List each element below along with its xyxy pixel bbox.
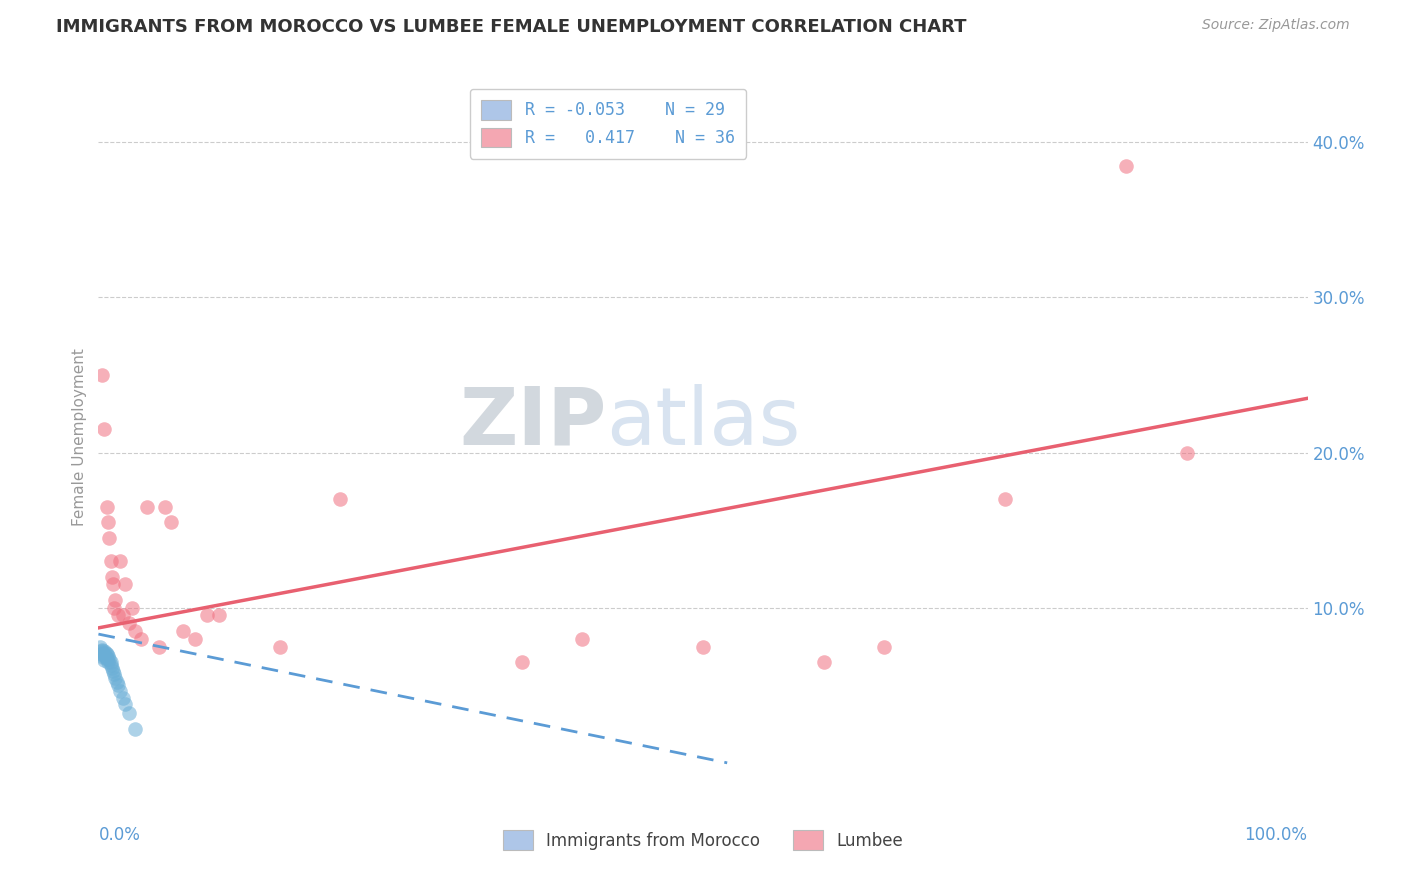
- Point: [172, 624, 194, 638]
- Point: [94, 650, 117, 665]
- Point: [105, 675, 128, 690]
- Point: [93, 653, 115, 667]
- Legend: Immigrants from Morocco, Lumbee: Immigrants from Morocco, Lumbee: [491, 819, 915, 862]
- Point: [208, 608, 231, 623]
- Point: [873, 640, 896, 654]
- Point: [100, 570, 122, 584]
- Point: [104, 593, 127, 607]
- Point: [96, 652, 118, 666]
- Point: [97, 648, 120, 663]
- Point: [91, 647, 114, 661]
- Point: [129, 632, 152, 646]
- Text: ZIP: ZIP: [458, 384, 606, 462]
- Point: [98, 652, 121, 666]
- Point: [104, 671, 127, 685]
- Point: [91, 368, 114, 382]
- Point: [153, 500, 176, 514]
- Y-axis label: Female Unemployment: Female Unemployment: [72, 348, 87, 526]
- Point: [101, 665, 124, 679]
- Point: [103, 667, 125, 681]
- Point: [111, 690, 134, 705]
- Point: [121, 600, 143, 615]
- Text: atlas: atlas: [606, 384, 800, 462]
- Point: [91, 646, 114, 660]
- Point: [103, 600, 125, 615]
- Point: [107, 608, 129, 623]
- Point: [97, 655, 120, 669]
- Point: [692, 640, 714, 654]
- Point: [114, 577, 136, 591]
- Point: [329, 492, 352, 507]
- Point: [100, 661, 122, 675]
- Point: [101, 577, 124, 591]
- Point: [111, 608, 134, 623]
- Point: [124, 722, 146, 736]
- Point: [184, 632, 207, 646]
- Legend: R = -0.053    N = 29, R =   0.417    N = 36: R = -0.053 N = 29, R = 0.417 N = 36: [470, 88, 747, 159]
- Text: IMMIGRANTS FROM MOROCCO VS LUMBEE FEMALE UNEMPLOYMENT CORRELATION CHART: IMMIGRANTS FROM MOROCCO VS LUMBEE FEMALE…: [56, 18, 967, 36]
- Point: [269, 640, 291, 654]
- Point: [195, 608, 218, 623]
- Point: [124, 624, 146, 638]
- Point: [97, 516, 120, 530]
- Point: [94, 646, 117, 660]
- Point: [813, 655, 835, 669]
- Point: [96, 500, 118, 514]
- Point: [91, 650, 114, 665]
- Point: [96, 647, 118, 661]
- Text: 100.0%: 100.0%: [1244, 826, 1308, 844]
- Point: [1115, 159, 1137, 173]
- Point: [98, 531, 121, 545]
- Point: [90, 644, 112, 658]
- Point: [135, 500, 157, 514]
- Point: [108, 554, 131, 568]
- Point: [118, 706, 141, 721]
- Point: [107, 678, 129, 692]
- Point: [100, 655, 122, 669]
- Text: Source: ZipAtlas.com: Source: ZipAtlas.com: [1202, 18, 1350, 32]
- Point: [160, 516, 183, 530]
- Point: [100, 658, 122, 673]
- Point: [1175, 445, 1198, 459]
- Point: [93, 648, 115, 663]
- Point: [114, 697, 136, 711]
- Point: [93, 644, 115, 658]
- Point: [148, 640, 170, 654]
- Point: [994, 492, 1017, 507]
- Point: [89, 640, 111, 654]
- Point: [571, 632, 593, 646]
- Text: 0.0%: 0.0%: [98, 826, 141, 844]
- Point: [91, 642, 114, 657]
- Point: [510, 655, 533, 669]
- Point: [93, 422, 115, 436]
- Point: [100, 554, 122, 568]
- Point: [108, 684, 131, 698]
- Point: [118, 616, 141, 631]
